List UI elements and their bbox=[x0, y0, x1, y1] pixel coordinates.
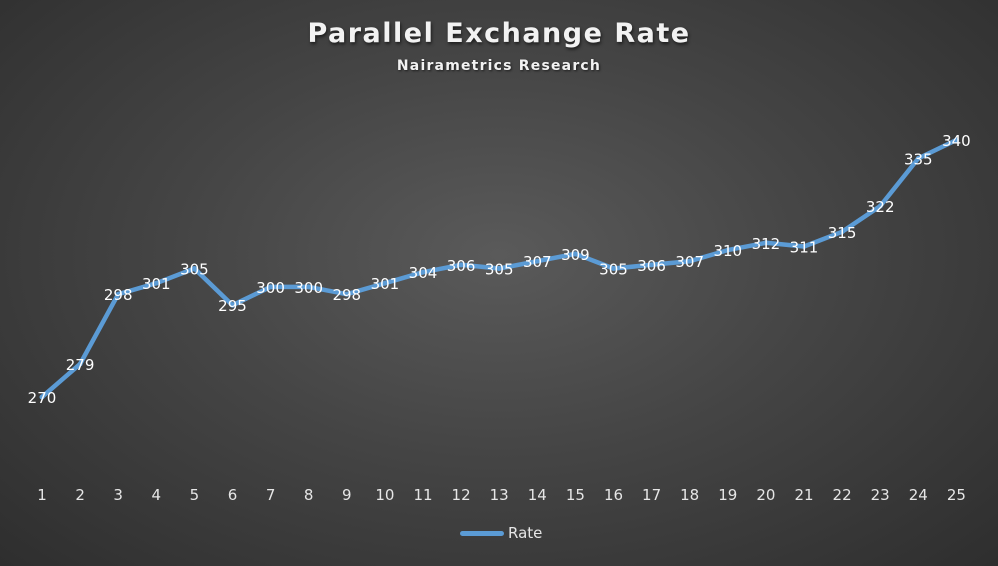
data-point bbox=[839, 229, 845, 235]
data-point bbox=[344, 291, 350, 297]
x-tick-label: 3 bbox=[113, 486, 123, 504]
x-tick-label: 19 bbox=[718, 486, 737, 504]
data-label: 305 bbox=[485, 261, 514, 279]
x-tick-label: 1 bbox=[37, 486, 47, 504]
x-tick-label: 12 bbox=[452, 486, 471, 504]
data-label: 270 bbox=[28, 389, 57, 407]
data-label: 312 bbox=[752, 235, 781, 253]
data-point bbox=[191, 266, 197, 271]
x-tick-label: 7 bbox=[266, 486, 276, 504]
x-tick-label: 20 bbox=[756, 486, 775, 504]
x-tick-label: 25 bbox=[947, 486, 966, 504]
data-label: 322 bbox=[866, 198, 895, 216]
data-label: 307 bbox=[675, 253, 704, 271]
data-point bbox=[534, 258, 540, 264]
legend-swatch bbox=[460, 530, 504, 536]
data-point bbox=[915, 155, 921, 161]
data-label: 335 bbox=[904, 150, 933, 168]
x-tick-label: 18 bbox=[680, 486, 699, 504]
x-tick-label: 23 bbox=[871, 486, 890, 504]
data-point bbox=[877, 203, 883, 209]
x-tick-label: 17 bbox=[642, 486, 661, 504]
data-point bbox=[496, 266, 502, 271]
data-point bbox=[611, 266, 616, 271]
data-label: 298 bbox=[104, 286, 133, 304]
legend-label: Rate bbox=[508, 524, 543, 542]
data-point bbox=[953, 137, 959, 143]
data-point bbox=[687, 258, 693, 264]
data-point bbox=[420, 269, 426, 275]
data-label: 305 bbox=[599, 261, 628, 279]
data-label: 279 bbox=[66, 356, 95, 374]
data-label: 310 bbox=[713, 242, 742, 260]
data-label: 307 bbox=[523, 253, 552, 271]
data-point bbox=[572, 251, 578, 257]
chart-subtitle: Nairametrics Research bbox=[396, 58, 602, 74]
data-label: 340 bbox=[942, 132, 971, 150]
data-label: 300 bbox=[294, 279, 323, 297]
data-label: 309 bbox=[561, 246, 590, 264]
data-point bbox=[458, 262, 464, 268]
data-point bbox=[763, 240, 769, 246]
data-label: 298 bbox=[332, 286, 361, 304]
data-label: 306 bbox=[447, 257, 476, 275]
data-label: 315 bbox=[828, 224, 857, 242]
x-tick-label: 8 bbox=[304, 486, 314, 504]
x-tick-label: 24 bbox=[909, 486, 928, 504]
data-point bbox=[39, 394, 45, 400]
x-tick-label: 22 bbox=[833, 486, 852, 504]
data-point bbox=[230, 302, 235, 308]
x-tick-label: 4 bbox=[152, 486, 162, 504]
data-point bbox=[382, 280, 388, 286]
data-label: 300 bbox=[256, 279, 285, 297]
x-tick-label: 2 bbox=[75, 486, 85, 504]
legend: Rate bbox=[460, 524, 542, 542]
data-point bbox=[725, 247, 731, 253]
data-label: 301 bbox=[371, 275, 400, 293]
data-point bbox=[268, 284, 274, 290]
data-point bbox=[77, 361, 83, 367]
data-label: 301 bbox=[142, 275, 171, 293]
data-label: 304 bbox=[409, 264, 438, 282]
x-tick-label: 16 bbox=[604, 486, 623, 504]
x-tick-label: 9 bbox=[342, 486, 352, 504]
data-point bbox=[115, 291, 121, 297]
x-tick-label: 10 bbox=[375, 486, 394, 504]
x-tick-label: 13 bbox=[490, 486, 509, 504]
x-tick-label: 6 bbox=[228, 486, 238, 504]
data-label: 305 bbox=[180, 261, 209, 279]
data-point bbox=[153, 280, 159, 286]
data-point bbox=[306, 284, 312, 290]
x-tick-label: 11 bbox=[413, 486, 432, 504]
data-point bbox=[649, 262, 655, 268]
x-tick-label: 5 bbox=[190, 486, 200, 504]
data-label: 306 bbox=[637, 257, 666, 275]
chart-title: Parallel Exchange Rate bbox=[307, 18, 691, 49]
x-tick-label: 14 bbox=[528, 486, 547, 504]
data-label: 295 bbox=[218, 297, 247, 315]
data-point bbox=[801, 243, 807, 249]
x-tick-label: 15 bbox=[566, 486, 585, 504]
x-tick-label: 21 bbox=[794, 486, 813, 504]
data-label: 311 bbox=[790, 238, 819, 256]
